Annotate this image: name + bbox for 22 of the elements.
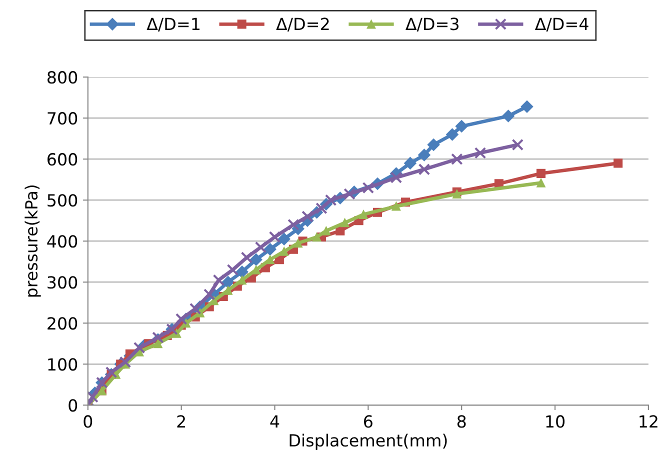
x-tick-label: 10	[546, 415, 565, 428]
y-tick-label: 100	[48, 358, 78, 371]
legend-label: Δ/D=1	[146, 18, 200, 32]
y-axis-title: pressure(kPa)	[24, 185, 41, 297]
x-tick-label: 8	[457, 415, 466, 428]
legend-label: Δ/D=3	[406, 18, 458, 32]
x-tick-label: 4	[270, 415, 280, 428]
y-tick-label: 800	[48, 71, 78, 84]
y-tick-label: 500	[48, 194, 78, 207]
x-tick-label: 6	[364, 415, 372, 428]
x-tick-label: 0	[84, 415, 92, 428]
legend-label: Δ/D=2	[276, 18, 329, 32]
x-axis-title: Displacement(mm)	[290, 434, 447, 450]
y-tick-label: 600	[48, 153, 78, 166]
y-tick-label: 300	[48, 276, 78, 289]
y-tick-label: 0	[68, 399, 78, 412]
x-tick-label: 12	[640, 415, 658, 428]
y-tick-label: 200	[48, 317, 78, 330]
y-tick-label: 700	[48, 112, 78, 125]
x-tick-label: 2	[177, 415, 185, 428]
y-tick-label: 400	[47, 235, 78, 248]
legend-label: Δ/D=4	[534, 18, 588, 32]
